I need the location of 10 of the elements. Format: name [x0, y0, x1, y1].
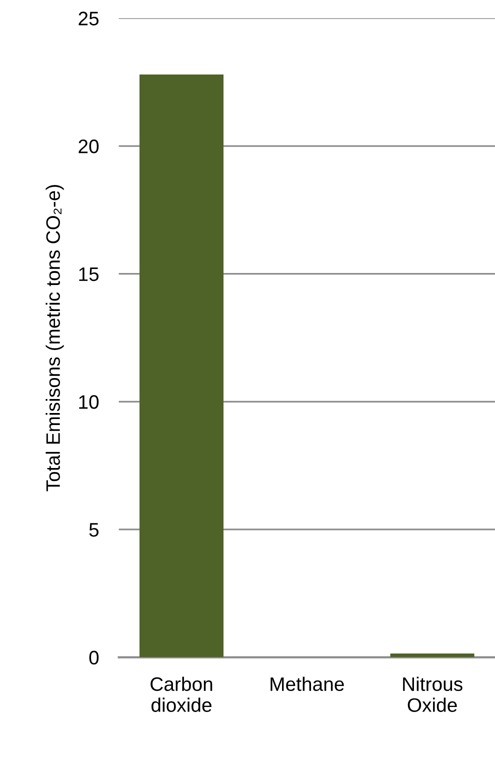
y-tick-label: 15 [79, 268, 99, 282]
y-tick-label: 5 [89, 523, 99, 537]
y-tick-label: 10 [79, 395, 99, 409]
x-tick-label: Methane [270, 676, 344, 692]
y-tick-label: 20 [78, 140, 99, 154]
y-tick-label: 25 [78, 12, 99, 26]
x-tick-label: Carbon dioxide [150, 676, 212, 712]
y-axis-title: Total Emisisons (metric tons CO₂-e) [46, 184, 64, 492]
x-tick-label: Nitrous Oxide [403, 676, 462, 712]
y-tick-label: 0 [89, 650, 99, 665]
